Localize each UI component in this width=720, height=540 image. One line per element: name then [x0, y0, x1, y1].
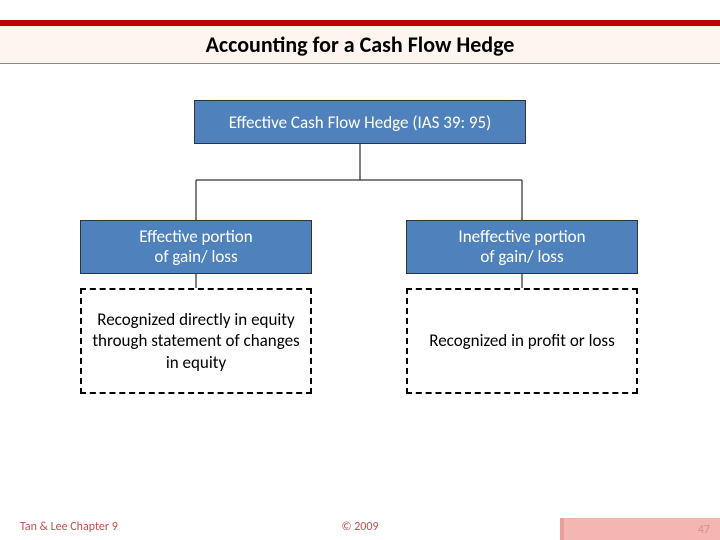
child-node-ineffective: Ineffective portion of gain/ loss — [406, 220, 638, 274]
root-node: Effective Cash Flow Hedge (IAS 39: 95) — [194, 100, 526, 144]
leaf-label: Recognized directly in equity through st… — [88, 309, 304, 373]
footer: Tan & Lee Chapter 9 © 2009 47 — [0, 512, 720, 540]
child-label: Ineffective portion of gain/ loss — [458, 227, 585, 268]
footer-page-number: 47 — [698, 523, 710, 537]
leaf-node-profit-loss: Recognized in profit or loss — [406, 288, 638, 394]
child-node-effective: Effective portion of gain/ loss — [80, 220, 312, 274]
leaf-node-equity: Recognized directly in equity through st… — [80, 288, 312, 394]
slide-title: Accounting for a Cash Flow Hedge — [0, 26, 720, 64]
leaf-label: Recognized in profit or loss — [429, 330, 614, 351]
footer-copyright: © 2009 — [0, 520, 720, 534]
root-label: Effective Cash Flow Hedge (IAS 39: 95) — [229, 112, 492, 133]
child-label: Effective portion of gain/ loss — [139, 227, 252, 268]
title-band: Accounting for a Cash Flow Hedge — [0, 20, 720, 64]
